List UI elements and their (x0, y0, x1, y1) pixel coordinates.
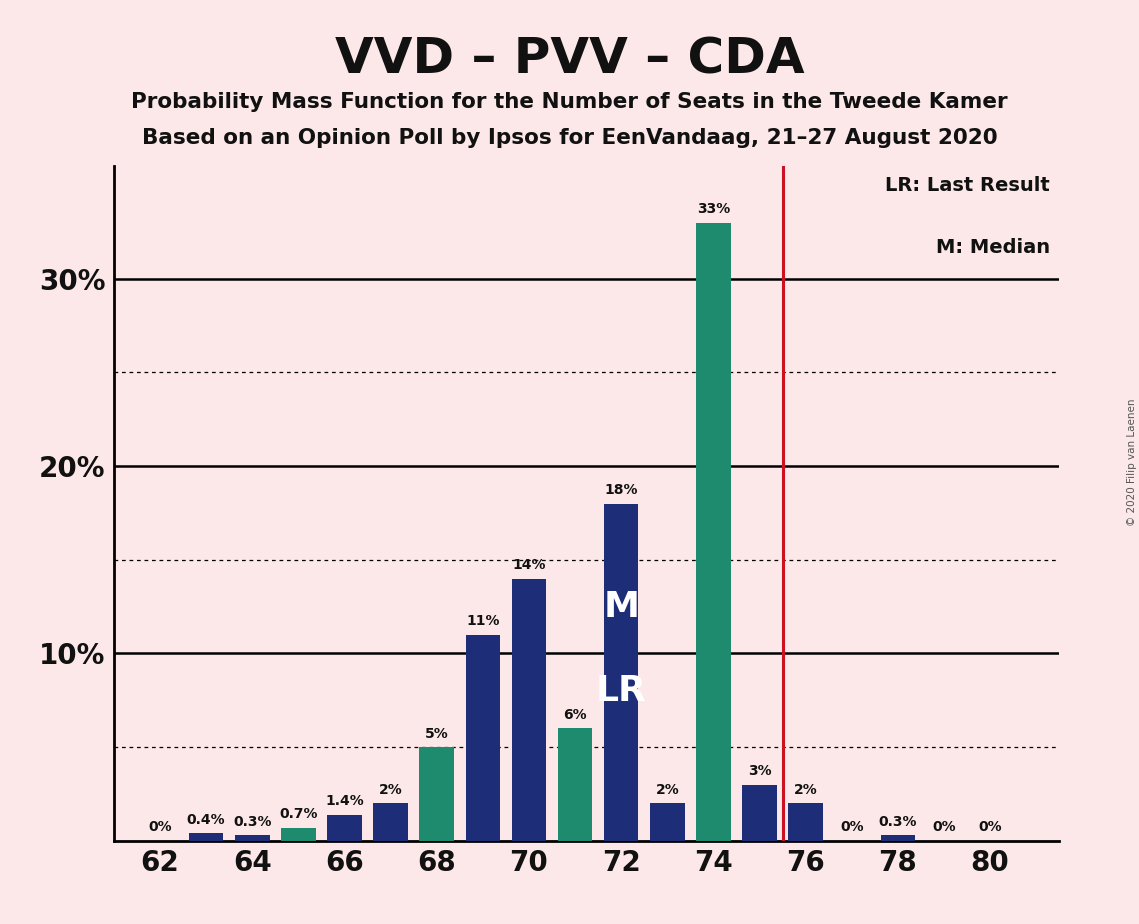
Text: LR: Last Result: LR: Last Result (885, 176, 1050, 195)
Text: 1.4%: 1.4% (325, 794, 363, 808)
Text: 3%: 3% (747, 764, 771, 778)
Bar (650, 803, 685, 841)
Text: © 2020 Filip van Laenen: © 2020 Filip van Laenen (1128, 398, 1137, 526)
Text: 2%: 2% (655, 783, 679, 796)
Text: 0.7%: 0.7% (279, 808, 318, 821)
Text: 2%: 2% (794, 783, 818, 796)
Text: Probability Mass Function for the Number of Seats in the Tweede Kamer: Probability Mass Function for the Number… (131, 92, 1008, 113)
Bar (880, 835, 915, 841)
Text: LR: LR (596, 674, 647, 708)
Text: 0%: 0% (932, 821, 956, 834)
Bar (281, 828, 316, 841)
Bar (696, 223, 731, 841)
Bar (466, 635, 500, 841)
Bar (374, 803, 408, 841)
Text: 14%: 14% (513, 558, 546, 572)
Text: 11%: 11% (466, 614, 500, 628)
Text: 0%: 0% (978, 821, 1002, 834)
Text: Based on an Opinion Poll by Ipsos for EenVandaag, 21–27 August 2020: Based on an Opinion Poll by Ipsos for Ee… (141, 128, 998, 148)
Text: 5%: 5% (425, 726, 449, 741)
Text: M: Median: M: Median (936, 237, 1050, 257)
Text: 0%: 0% (839, 821, 863, 834)
Text: 0%: 0% (148, 821, 172, 834)
Text: 6%: 6% (564, 708, 587, 722)
Text: 0.3%: 0.3% (878, 815, 917, 829)
Bar (558, 728, 592, 841)
Text: 33%: 33% (697, 202, 730, 216)
Text: 0.3%: 0.3% (233, 815, 271, 829)
Bar (788, 803, 823, 841)
Text: M: M (604, 590, 639, 624)
Bar (743, 784, 777, 841)
Bar (189, 833, 223, 841)
Bar (419, 748, 454, 841)
Text: 0.4%: 0.4% (187, 813, 226, 827)
Text: 2%: 2% (379, 783, 402, 796)
Bar (511, 578, 547, 841)
Text: VVD – PVV – CDA: VVD – PVV – CDA (335, 35, 804, 83)
Bar (235, 835, 270, 841)
Bar (604, 504, 639, 841)
Text: 18%: 18% (605, 483, 638, 497)
Bar (327, 815, 362, 841)
